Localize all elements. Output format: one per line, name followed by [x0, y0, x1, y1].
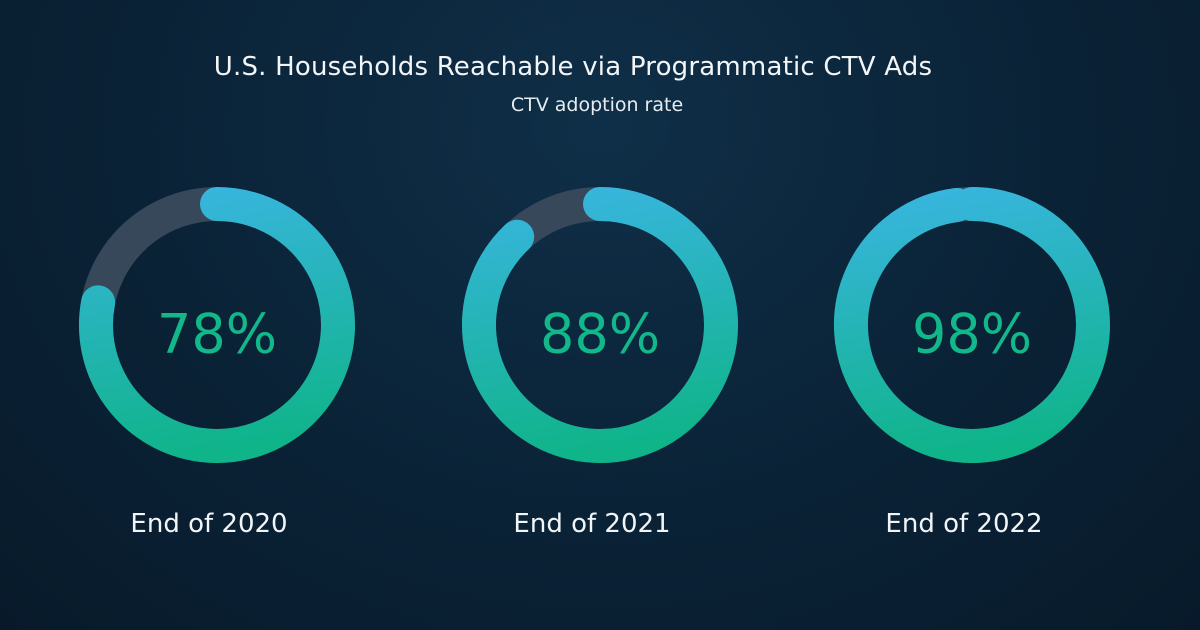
- donut-value-arc: [79, 187, 355, 463]
- category-label: End of 2021: [513, 509, 670, 539]
- donut-gauge: 78% End of 2020: [79, 187, 355, 539]
- chart-subtitle: CTV adoption rate: [510, 94, 684, 116]
- category-label: End of 2020: [130, 509, 287, 539]
- value-label: 88%: [540, 303, 660, 366]
- donut-gauge: 88% End of 2021: [462, 187, 738, 539]
- donut-value-arc: [462, 187, 738, 463]
- value-label: 78%: [157, 303, 277, 366]
- donut-gauge: 98% End of 2022: [833, 187, 1110, 539]
- value-label: 98%: [912, 303, 1032, 366]
- donut-value-arc: [833, 187, 1110, 463]
- category-label: End of 2022: [885, 509, 1042, 539]
- chart-title: U.S. Households Reachable via Programmat…: [213, 52, 933, 82]
